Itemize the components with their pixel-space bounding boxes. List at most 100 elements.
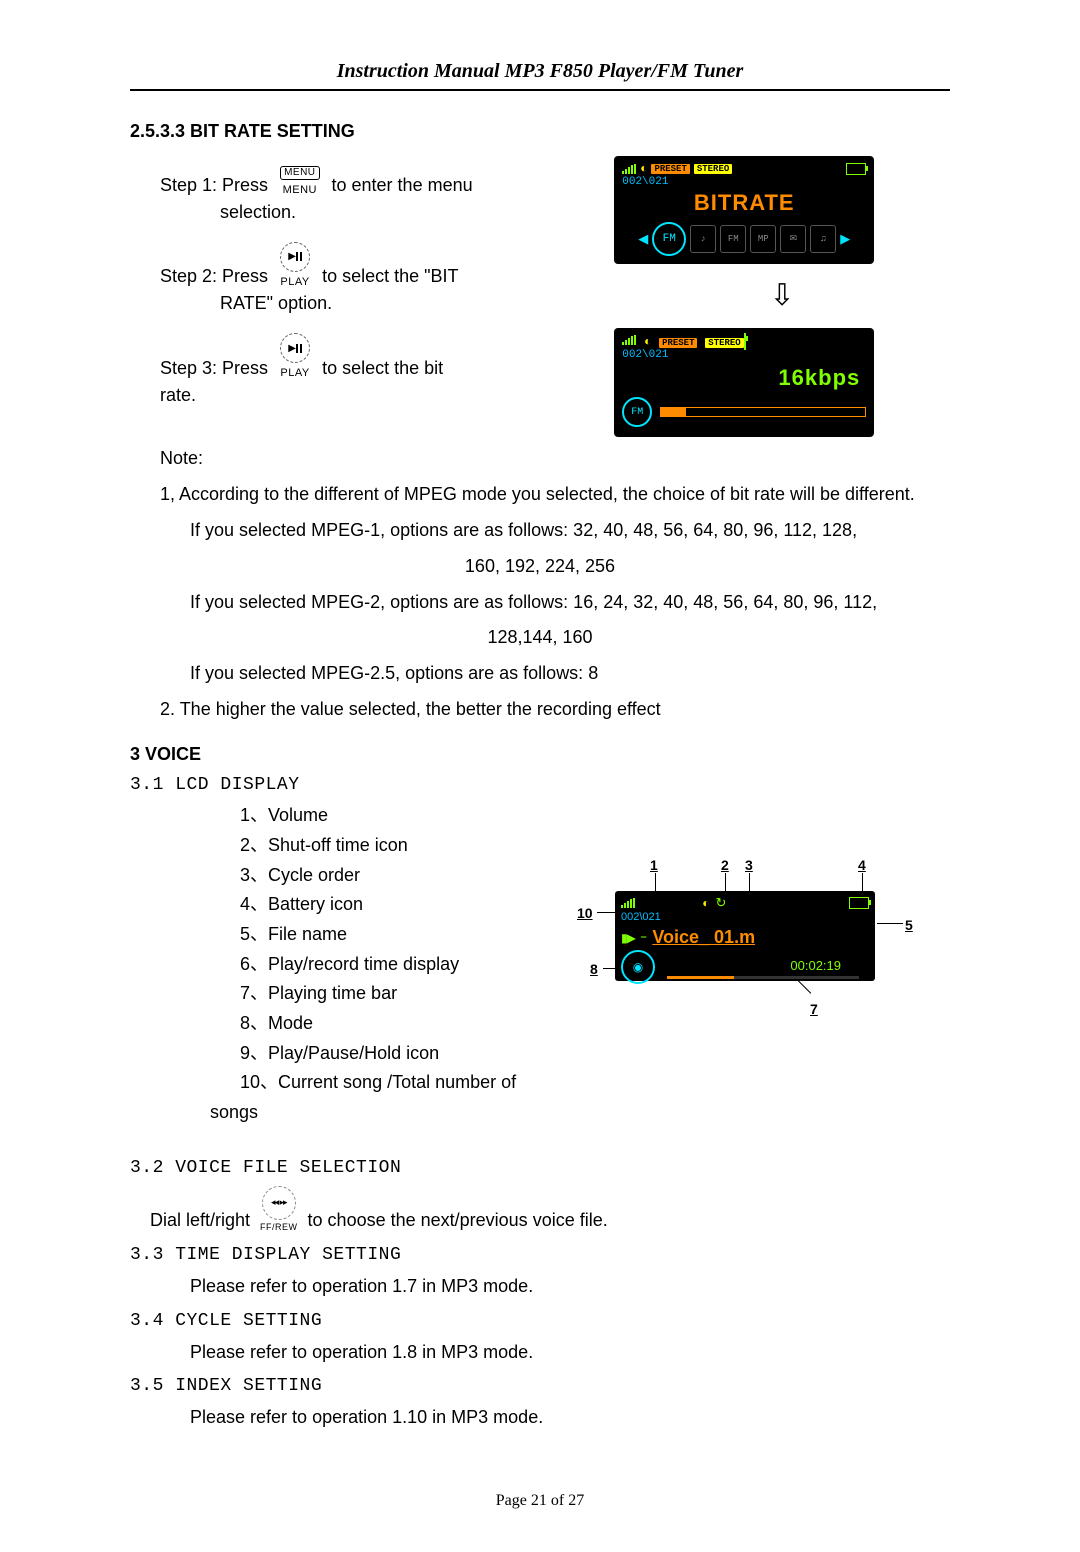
callout-10: 10 (577, 905, 593, 921)
preset-tag: PRESET (651, 164, 689, 174)
right-arrow-icon: ▶ (840, 232, 850, 247)
volume-bars-icon (622, 164, 636, 174)
vd-progress-bar (667, 976, 859, 979)
note-label: Note: (130, 445, 950, 473)
play-button-icon-2: PLAY (280, 333, 310, 382)
mode-icon-1: ♪ (690, 225, 716, 253)
menu-key-top: MENU (280, 166, 319, 180)
bitrate-title: BITRATE (622, 190, 866, 216)
voice-item-2: 2、Shut-off time icon (130, 831, 525, 861)
step-2: Step 2: Press PLAY to select the "BIT RA… (160, 242, 584, 318)
step1-text-b: to enter the menu (332, 172, 473, 199)
menu-key-label: MENU (283, 182, 317, 199)
vd-cycle-icon: ↻ (716, 895, 727, 911)
mode-icon-4: ✉ (780, 225, 806, 253)
page-header: Instruction Manual MP3 F850 Player/FM Tu… (130, 60, 950, 91)
step1-text-c: selection. (160, 199, 584, 226)
voice-sub33: 3.3 TIME DISPLAY SETTING (130, 1245, 950, 1265)
voice-item-10: 10、Current song /Total number of (130, 1068, 525, 1098)
voice-item-10b: songs (130, 1098, 525, 1128)
play-label-2: PLAY (280, 365, 309, 382)
track-counter: 002\021 (622, 176, 866, 188)
voice-sub34: 3.4 CYCLE SETTING (130, 1311, 950, 1331)
progress-bar (660, 407, 866, 417)
step3-text-b: to select the bit (322, 355, 443, 382)
vd-volume-bars (621, 898, 635, 908)
section-title-bitrate: 2.5.3.3 BIT RATE SETTING (130, 121, 950, 142)
voice-sub31: 3.1 LCD DISPLAY (130, 775, 950, 795)
voice-item-8: 8、Mode (130, 1009, 525, 1039)
step-1: Step 1: Press MENU MENU to enter the men… (160, 166, 584, 226)
stereo-tag: STEREO (694, 164, 732, 174)
play-button-icon: PLAY (280, 242, 310, 291)
sub33-text: Please refer to operation 1.7 in MP3 mod… (130, 1273, 950, 1301)
mode-icon-5: ♫ (810, 225, 836, 253)
clock-icon: ◐ (640, 162, 647, 176)
page-footer: Page 21 of 27 (130, 1492, 950, 1510)
note-p2: 2. The higher the value selected, the be… (130, 696, 950, 724)
callout-7: 7 (810, 1001, 818, 1017)
step3-text-c: rate. (160, 382, 584, 409)
voice-item-7: 7、Playing time bar (130, 979, 525, 1009)
note-mpeg1b: 160, 192, 224, 256 (130, 553, 950, 581)
callout-1: 1 (650, 857, 658, 873)
mode-icon-3: MP (750, 225, 776, 253)
step1-text-a: Step 1: Press (160, 172, 268, 199)
callout-4: 4 (858, 857, 866, 873)
down-arrow-icon: ⇩ (614, 282, 950, 310)
note-mpeg25: If you selected MPEG-2.5, options are as… (130, 660, 950, 688)
step3-text-a: Step 3: Press (160, 355, 268, 382)
sub35-text: Please refer to operation 1.10 in MP3 mo… (130, 1404, 950, 1432)
callout-3: 3 (745, 857, 753, 873)
step2-text-c: RATE" option. (160, 290, 584, 317)
vd-counter: 002\021 (621, 911, 869, 923)
vd-time: 00:02:19 (661, 958, 869, 973)
mode-icon-2: FM (720, 225, 746, 253)
sub32-text-b: to choose the next/previous voice file. (308, 1207, 608, 1235)
voice-item-9: 9、Play/Pause/Hold icon (130, 1039, 525, 1069)
note-mpeg2: If you selected MPEG-2, options are as f… (130, 589, 950, 617)
voice-heading: 3 VOICE (130, 744, 950, 765)
callout-5: 5 (905, 917, 913, 933)
ffrew-label: FF/REW (260, 1221, 298, 1235)
step2-text-b: to select the "BIT (322, 263, 458, 290)
kbps-value: 16kbps (622, 365, 866, 391)
play-label-1: PLAY (280, 274, 309, 291)
stereo-tag-2: STEREO (705, 338, 743, 348)
track-counter-2: 002\021 (622, 349, 866, 361)
voice-lcd-diagram: 1 2 3 4 5 6 7 8 9 10 (565, 851, 925, 1031)
vd-voice-filename: Voice_ 01.m (652, 927, 755, 948)
note-mpeg1: If you selected MPEG-1, options are as f… (130, 517, 950, 545)
vd-underscore: ⎯ (641, 931, 647, 944)
device-screen-bitrate-menu: ◐ PRESET STEREO 002\021 BITRATE ◀ FM ♪ F… (614, 156, 874, 264)
fm-mode-icon: FM (652, 222, 686, 256)
step2-text-a: Step 2: Press (160, 263, 268, 290)
sub32-text-a: Dial left/right (150, 1207, 250, 1235)
voice-item-5: 5、File name (130, 920, 525, 950)
vd-pause-icon: ▮▶ (621, 931, 635, 945)
clock-icon-2: ◐ (644, 335, 651, 349)
battery-icon (846, 163, 866, 175)
voice-sub32: 3.2 VOICE FILE SELECTION (130, 1158, 950, 1178)
vd-clock-icon: ◐ (702, 896, 709, 910)
preset-tag-2: PRESET (659, 338, 697, 348)
callout-2: 2 (721, 857, 729, 873)
vd-mode-circle: ◉ (621, 950, 655, 984)
left-arrow-icon: ◀ (638, 232, 648, 247)
device-screen-kbps: ◐ PRESET STEREO 002\021 16kbps FM (614, 328, 874, 437)
voice-sub35: 3.5 INDEX SETTING (130, 1376, 950, 1396)
voice-item-3: 3、Cycle order (130, 861, 525, 891)
ffrew-icon: ◂◂ ▸▸ FF/REW (260, 1186, 298, 1235)
vd-battery-icon (849, 897, 869, 909)
voice-item-4: 4、Battery icon (130, 890, 525, 920)
fm-mode-icon-2: FM (622, 397, 652, 427)
volume-bars-icon-2 (622, 335, 636, 345)
sub34-text: Please refer to operation 1.8 in MP3 mod… (130, 1339, 950, 1367)
voice-item-6: 6、Play/record time display (130, 950, 525, 980)
battery-icon-2 (744, 333, 746, 350)
voice-item-1: 1、Volume (130, 801, 525, 831)
menu-button-icon: MENU MENU (280, 166, 319, 199)
note-p1: 1, According to the different of MPEG mo… (130, 481, 950, 509)
step-3: Step 3: Press PLAY to select the bit rat… (160, 333, 584, 409)
note-mpeg2b: 128,144, 160 (130, 624, 950, 652)
